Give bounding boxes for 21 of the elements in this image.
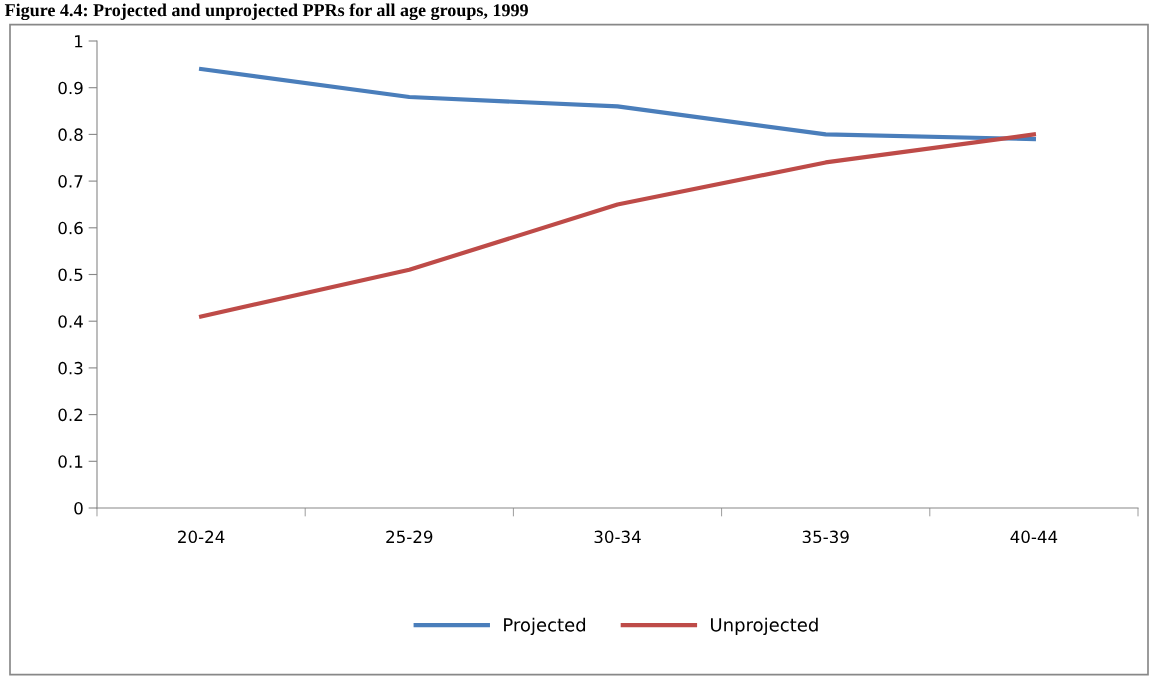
x-tick-label: 40-44 — [1010, 530, 1058, 544]
x-tick-label: 20-24 — [178, 530, 225, 544]
y-tick-label: 0.5 — [58, 268, 83, 282]
y-tick-label: 0.2 — [58, 408, 83, 422]
y-tick-label: 0.8 — [58, 128, 83, 141]
y-tick-label: 0.4 — [58, 315, 83, 328]
line-series — [199, 132, 1036, 319]
x-tick-label: 30-34 — [594, 530, 641, 544]
legend-label: Projected — [504, 617, 586, 636]
y-tick-label: 0.1 — [58, 455, 83, 468]
y-tick-label: 0.7 — [58, 175, 83, 188]
x-tick-label: 25-29 — [386, 530, 433, 544]
y-tick-label: 0.9 — [58, 81, 83, 95]
y-tick-label: 0 — [74, 501, 83, 515]
x-tick-label: 35-39 — [802, 530, 849, 544]
y-tick-label: 1 — [75, 35, 83, 48]
line-series — [199, 66, 1036, 142]
legend-label: Unprojected — [711, 617, 818, 636]
chart-title: Figure 4.4: Projected and unprojected PPRs for all age groups, 1999 — [4, 3, 528, 21]
y-tick-label: 0.6 — [58, 221, 83, 235]
y-tick-label: 0.3 — [58, 361, 83, 375]
